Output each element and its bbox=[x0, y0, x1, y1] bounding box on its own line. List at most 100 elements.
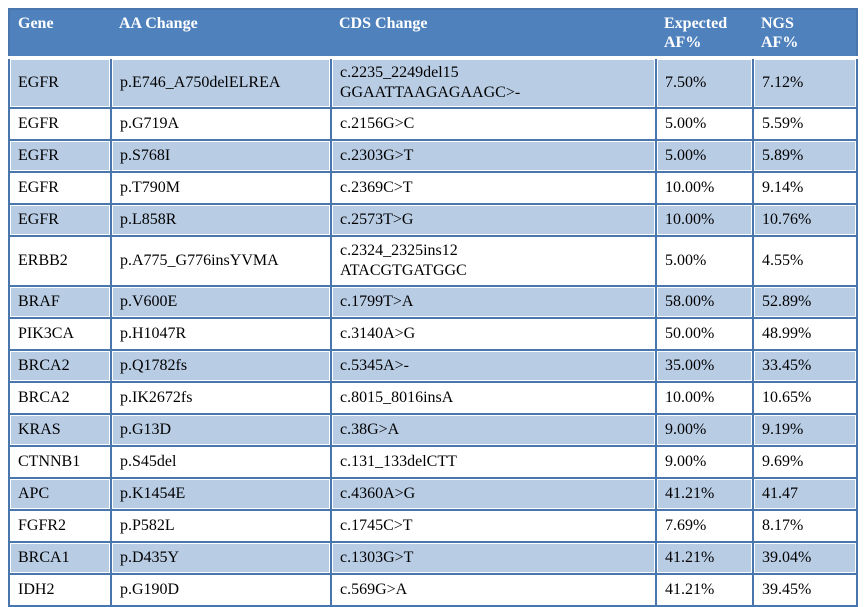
ngs-af-cell: 9.19% bbox=[752, 413, 858, 448]
cds-change-cell: c.2303G>T bbox=[330, 139, 657, 174]
cds-change-cell: c.2235_2249del15 GGAATTAAGAGAAGC>- bbox=[330, 56, 657, 110]
expected-af-cell: 58.00% bbox=[655, 285, 754, 320]
aa-change-cell: p.P582L bbox=[110, 509, 332, 544]
cds-change-cell: c.2573T>G bbox=[330, 203, 657, 238]
gene-cell: APC bbox=[8, 477, 112, 512]
ngs-af-cell: 9.14% bbox=[752, 171, 858, 206]
table-row: KRAS p.G13D c.38G>A 9.00% 9.19% bbox=[8, 413, 858, 448]
aa-change-cell: p.E746_A750delELREA bbox=[110, 56, 332, 110]
ngs-af-cell: 10.76% bbox=[752, 203, 858, 238]
aa-change-cell: p.V600E bbox=[110, 285, 332, 320]
ngs-af-cell: 10.65% bbox=[752, 381, 858, 416]
ngs-af-cell: 48.99% bbox=[752, 317, 858, 352]
gene-cell: BRAF bbox=[8, 285, 112, 320]
col-header-ngs-af: NGS AF% bbox=[753, 9, 857, 60]
cds-change-cell: c.569G>A bbox=[330, 573, 657, 607]
table-row: BRCA2 p.Q1782fs c.5345A>- 35.00% 33.45% bbox=[8, 349, 858, 384]
table-row: PIK3CA p.H1047R c.3140A>G 50.00% 48.99% bbox=[8, 317, 858, 352]
aa-change-cell: p.S768I bbox=[110, 139, 332, 174]
table-row: BRAF p.V600E c.1799T>A 58.00% 52.89% bbox=[8, 285, 858, 320]
cds-change-cell: c.5345A>- bbox=[330, 349, 657, 384]
expected-af-cell: 7.50% bbox=[655, 56, 754, 110]
ngs-af-cell: 5.59% bbox=[752, 107, 858, 142]
ngs-af-cell: 4.55% bbox=[752, 235, 858, 288]
gene-cell: FGFR2 bbox=[8, 509, 112, 544]
header-row: Gene AA Change CDS Change Expected AF% N… bbox=[9, 9, 857, 60]
table-row: FGFR2 p.P582L c.1745C>T 7.69% 8.17% bbox=[8, 509, 858, 544]
ngs-af-cell: 39.04% bbox=[752, 541, 858, 576]
variant-table: Gene AA Change CDS Change Expected AF% N… bbox=[8, 8, 858, 607]
gene-cell: EGFR bbox=[8, 139, 112, 174]
expected-af-cell: 10.00% bbox=[655, 203, 754, 238]
expected-af-cell: 35.00% bbox=[655, 349, 754, 384]
gene-cell: ERBB2 bbox=[8, 235, 112, 288]
aa-change-cell: p.D435Y bbox=[110, 541, 332, 576]
gene-cell: EGFR bbox=[8, 56, 112, 110]
cds-change-cell: c.3140A>G bbox=[330, 317, 657, 352]
expected-af-cell: 5.00% bbox=[655, 107, 754, 142]
table-row: EGFR p.S768I c.2303G>T 5.00% 5.89% bbox=[8, 139, 858, 174]
ngs-af-cell: 41.47 bbox=[752, 477, 858, 512]
expected-af-cell: 41.21% bbox=[655, 573, 754, 607]
expected-af-cell: 50.00% bbox=[655, 317, 754, 352]
table-row: ERBB2 p.A775_G776insYVMA c.2324_2325ins12 … bbox=[8, 235, 858, 288]
ngs-af-cell: 52.89% bbox=[752, 285, 858, 320]
gene-cell: EGFR bbox=[8, 203, 112, 238]
aa-change-cell: p.G719A bbox=[110, 107, 332, 142]
ngs-af-cell: 33.45% bbox=[752, 349, 858, 384]
cds-change-cell: c.1303G>T bbox=[330, 541, 657, 576]
gene-cell: BRCA1 bbox=[8, 541, 112, 576]
ngs-af-cell: 39.45% bbox=[752, 573, 858, 607]
aa-change-cell: p.Q1782fs bbox=[110, 349, 332, 384]
cds-change-cell: c.2324_2325ins12 ATACGTGATGGC bbox=[330, 235, 657, 288]
aa-change-cell: p.L858R bbox=[110, 203, 332, 238]
ngs-af-cell: 7.12% bbox=[752, 56, 858, 110]
cds-change-cell: c.2156G>C bbox=[330, 107, 657, 142]
expected-af-cell: 9.00% bbox=[655, 413, 754, 448]
col-header-aa-change: AA Change bbox=[111, 9, 331, 60]
table-row: CTNNB1 p.S45del c.131_133delCTT 9.00% 9.69% bbox=[8, 445, 858, 480]
expected-af-cell: 7.69% bbox=[655, 509, 754, 544]
ngs-af-cell: 5.89% bbox=[752, 139, 858, 174]
expected-af-cell: 10.00% bbox=[655, 171, 754, 206]
ngs-af-cell: 8.17% bbox=[752, 509, 858, 544]
table-row: EGFR p.G719A c.2156G>C 5.00% 5.59% bbox=[8, 107, 858, 142]
col-header-expected-af: Expected AF% bbox=[656, 9, 753, 60]
aa-change-cell: p.G13D bbox=[110, 413, 332, 448]
cds-change-cell: c.38G>A bbox=[330, 413, 657, 448]
aa-change-cell: p.H1047R bbox=[110, 317, 332, 352]
aa-change-cell: p.K1454E bbox=[110, 477, 332, 512]
expected-af-cell: 41.21% bbox=[655, 477, 754, 512]
table-row: EGFR p.T790M c.2369C>T 10.00% 9.14% bbox=[8, 171, 858, 206]
table-row: BRCA1 p.D435Y c.1303G>T 41.21% 39.04% bbox=[8, 541, 858, 576]
expected-af-cell: 9.00% bbox=[655, 445, 754, 480]
expected-af-cell: 10.00% bbox=[655, 381, 754, 416]
expected-af-cell: 5.00% bbox=[655, 139, 754, 174]
aa-change-cell: p.T790M bbox=[110, 171, 332, 206]
cds-change-cell: c.1745C>T bbox=[330, 509, 657, 544]
gene-cell: KRAS bbox=[8, 413, 112, 448]
aa-change-cell: p.A775_G776insYVMA bbox=[110, 235, 332, 288]
table-row: APC p.K1454E c.4360A>G 41.21% 41.47 bbox=[8, 477, 858, 512]
gene-cell: PIK3CA bbox=[8, 317, 112, 352]
cds-change-cell: c.131_133delCTT bbox=[330, 445, 657, 480]
gene-cell: IDH2 bbox=[8, 573, 112, 607]
table-row: IDH2 p.G190D c.569G>A 41.21% 39.45% bbox=[8, 573, 858, 607]
gene-cell: EGFR bbox=[8, 171, 112, 206]
gene-cell: EGFR bbox=[8, 107, 112, 142]
cds-change-cell: c.1799T>A bbox=[330, 285, 657, 320]
cds-change-cell: c.8015_8016insA bbox=[330, 381, 657, 416]
gene-cell: BRCA2 bbox=[8, 349, 112, 384]
ngs-af-cell: 9.69% bbox=[752, 445, 858, 480]
cds-change-cell: c.4360A>G bbox=[330, 477, 657, 512]
gene-cell: CTNNB1 bbox=[8, 445, 112, 480]
expected-af-cell: 41.21% bbox=[655, 541, 754, 576]
col-header-cds-change: CDS Change bbox=[331, 9, 656, 60]
aa-change-cell: p.S45del bbox=[110, 445, 332, 480]
aa-change-cell: p.IK2672fs bbox=[110, 381, 332, 416]
table-row: EGFR p.E746_A750delELREA c.2235_2249del15 … bbox=[8, 56, 858, 110]
col-header-gene: Gene bbox=[9, 9, 111, 60]
expected-af-cell: 5.00% bbox=[655, 235, 754, 288]
gene-cell: BRCA2 bbox=[8, 381, 112, 416]
